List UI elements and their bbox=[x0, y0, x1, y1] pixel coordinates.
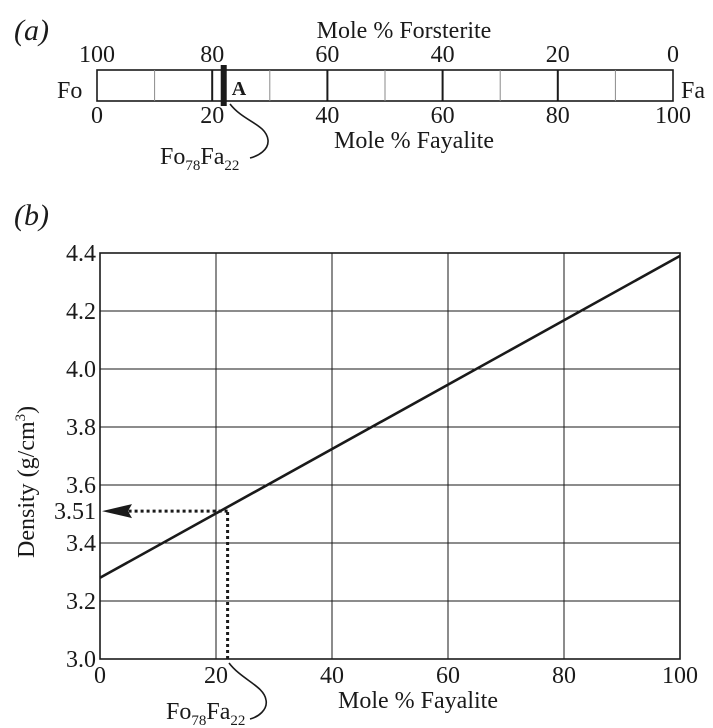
y-tick-labels: 3.0 3.2 3.4 3.6 3.8 4.0 4.2 4.4 3.51 bbox=[54, 241, 96, 673]
panel-a: (a) Mole % Forsterite 100 80 60 40 20 0 Fo Fa… bbox=[14, 14, 705, 174]
marker-bar bbox=[220, 65, 227, 106]
panel-b: (b) 3.0 3.2 3.4 3.6 3.8 4.0 4.2 4.4 3.51 0 20 40 60… bbox=[13, 199, 698, 728]
composition-callout-b: Fo78Fa22 bbox=[166, 699, 245, 728]
forsterite-tick-60: 60 bbox=[315, 42, 339, 68]
forsterite-tick-80: 80 bbox=[200, 42, 224, 68]
y-tick-3.2: 3.2 bbox=[66, 589, 96, 615]
plot-area bbox=[99, 252, 681, 660]
fayalite-tick-0: 0 bbox=[91, 103, 103, 129]
x-tick-80: 80 bbox=[552, 663, 576, 689]
forsterite-tick-100: 100 bbox=[79, 42, 115, 68]
forsterite-tick-40: 40 bbox=[431, 42, 455, 68]
callout-bracket-b bbox=[228, 662, 268, 720]
marker-label: A bbox=[232, 78, 247, 100]
fayalite-axis-title-a: Mole % Fayalite bbox=[334, 128, 494, 154]
forsterite-tick-0: 0 bbox=[667, 42, 679, 68]
fayalite-tick-labels: 0 20 40 60 80 100 bbox=[91, 103, 691, 129]
x-axis-title: Mole % Fayalite bbox=[338, 688, 498, 714]
readout-arrowhead bbox=[102, 504, 132, 519]
x-tick-100: 100 bbox=[662, 663, 698, 689]
fayalite-tick-20: 20 bbox=[200, 103, 224, 129]
readout-3-51 bbox=[102, 504, 230, 659]
x-tick-labels: 0 20 40 60 80 100 bbox=[94, 663, 698, 689]
fo-end-label: Fo bbox=[57, 78, 82, 104]
y-tick-3.0: 3.0 bbox=[66, 647, 96, 673]
composition-marker: A bbox=[220, 65, 247, 106]
y-axis-title: Density (g/cm3) bbox=[13, 406, 40, 558]
forsterite-tick-20: 20 bbox=[546, 42, 570, 68]
composition-callout-a: Fo78Fa22 bbox=[160, 144, 239, 174]
y-tick-4.0: 4.0 bbox=[66, 357, 96, 383]
y-tick-4.4: 4.4 bbox=[66, 241, 96, 267]
x-tick-0: 0 bbox=[94, 663, 106, 689]
x-tick-20: 20 bbox=[204, 663, 228, 689]
y-tick-4.2: 4.2 bbox=[66, 299, 96, 325]
plot-grid bbox=[100, 253, 680, 659]
fayalite-tick-40: 40 bbox=[315, 103, 339, 129]
composition-bar-ticks bbox=[154, 70, 616, 101]
x-tick-60: 60 bbox=[436, 663, 460, 689]
y-tick-3.4: 3.4 bbox=[66, 531, 96, 557]
fa-end-label: Fa bbox=[681, 78, 705, 104]
fayalite-tick-80: 80 bbox=[546, 103, 570, 129]
panel-b-label: (b) bbox=[14, 199, 49, 232]
callout-bracket-a bbox=[229, 103, 269, 159]
readout-value-label: 3.51 bbox=[54, 499, 96, 525]
panel-a-label: (a) bbox=[14, 14, 49, 47]
forsterite-tick-labels: 100 80 60 40 20 0 bbox=[79, 42, 679, 68]
y-tick-3.6: 3.6 bbox=[66, 473, 96, 499]
density-line-0 bbox=[99, 254, 681, 579]
x-tick-40: 40 bbox=[320, 663, 344, 689]
forsterite-axis-title: Mole % Forsterite bbox=[317, 18, 492, 44]
density-series bbox=[99, 254, 681, 579]
fayalite-tick-100: 100 bbox=[655, 103, 691, 129]
fayalite-tick-60: 60 bbox=[431, 103, 455, 129]
y-tick-3.8: 3.8 bbox=[66, 415, 96, 441]
